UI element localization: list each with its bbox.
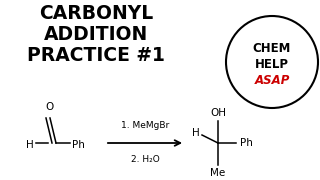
Text: HELP: HELP [255, 57, 289, 71]
Text: Ph: Ph [72, 140, 84, 150]
Text: OH: OH [210, 108, 226, 118]
Text: O: O [45, 102, 53, 112]
Text: H: H [26, 140, 34, 150]
Text: Me: Me [210, 168, 226, 178]
Text: 2. H₂O: 2. H₂O [131, 156, 159, 165]
Text: CHEM: CHEM [253, 42, 291, 55]
Text: H: H [192, 128, 200, 138]
Text: CARBONYL
ADDITION
PRACTICE #1: CARBONYL ADDITION PRACTICE #1 [27, 4, 165, 65]
Text: Ph: Ph [240, 138, 252, 148]
Text: ASAP: ASAP [254, 73, 290, 87]
Text: 1. MeMgBr: 1. MeMgBr [121, 122, 169, 130]
